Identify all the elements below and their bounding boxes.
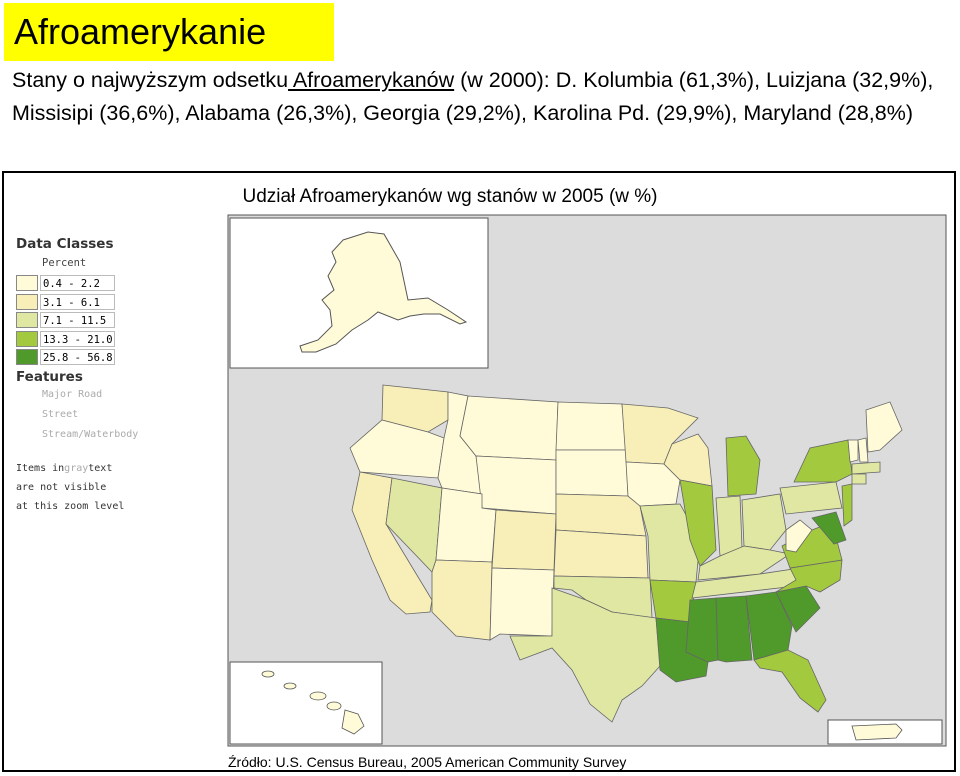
state-vermont [847,439,859,463]
legend-swatch-5 [16,349,38,366]
state-hawaii-big-island [341,709,365,735]
feature-street: Street [42,408,79,420]
subtitle-post: (w 2000): D. Kolumbia (61,3%), Luizjana … [12,68,934,125]
note-gray: gray [64,462,89,474]
state-north-dakota [555,401,627,451]
state-new-jersey [841,483,853,527]
state-georgia [745,591,793,661]
legend-note-line2: are not visible [16,481,107,493]
state-michigan [725,435,761,497]
legend-label-2: 3.1 - 6.1 [40,293,115,310]
state-ohio [741,493,787,551]
hawaii-inset [229,661,383,745]
legend-label-1: 0.4 - 2.2 [40,275,115,292]
state-texas [509,587,661,723]
map-title: Udział Afroamerykanów wg stanów w 2005 (… [242,186,658,207]
state-florida [753,649,827,713]
map-legend: Data Classes Percent 0.4 - 2.2 3.1 - 6.1… [16,236,138,516]
state-hawaii-island-3 [309,691,327,701]
legend-swatch-4 [16,330,38,347]
state-illinois [679,479,717,567]
state-alaska [299,231,468,353]
state-new-mexico [489,567,555,641]
state-west-virginia [785,519,813,553]
legend-class-4: 13.3 - 21.0 [16,330,138,349]
state-south-dakota [555,449,629,497]
slide-title: Afroamerykanie [4,3,334,61]
features-heading: Features [16,368,83,385]
legend-swatch-3 [16,312,38,329]
source-note: Źródło: U.S. Census Bureau, 2005 America… [228,754,627,770]
note-part-b: text [88,462,113,474]
legend-class-2: 3.1 - 6.1 [16,293,138,312]
legend-heading: Data Classes [16,236,114,252]
state-hawaii-island-2 [283,682,297,690]
state-hawaii-island-1 [261,670,275,678]
state-washington [381,384,449,433]
state-kentucky [697,545,792,581]
legend-label-5: 25.8 - 56.8 [40,349,115,366]
state-new-hampshire [857,437,869,463]
state-pennsylvania [779,481,843,515]
state-wyoming [475,455,557,515]
legend-class-1: 0.4 - 2.2 [16,274,138,293]
state-maryland [811,511,847,545]
legend-unit: Percent [42,257,87,269]
legend-note: Items ingraytext [16,459,138,478]
state-montana [459,395,559,461]
legend-swatch-2 [16,293,38,310]
feature-major-road: Major Road [42,388,103,400]
state-nebraska [555,493,647,537]
feature-stream: Stream/Waterbody [42,428,139,440]
state-massachusetts [851,461,881,475]
legend-label-4: 13.3 - 21.0 [40,330,115,347]
puerto-rico [851,723,903,741]
state-alabama [715,595,753,663]
legend-note-line3: at this zoom level [16,500,125,512]
state-arizona [431,559,493,641]
legend-class-5: 25.8 - 56.8 [16,348,138,367]
legend-swatch-1 [16,275,38,292]
subtitle-pre: Stany o najwyższym odsetku [12,68,289,92]
slide-subtitle: Stany o najwyższym odsetku Afroamerykanó… [12,64,952,130]
state-hawaii-island-4 [326,701,342,711]
state-maine [865,401,903,453]
state-mississippi [685,597,719,663]
state-colorado [491,509,557,571]
subtitle-link[interactable]: Afroamerykanów [288,68,455,92]
legend-class-3: 7.1 - 11.5 [16,311,138,330]
note-part-a: Items in [16,462,65,474]
legend-label-3: 7.1 - 11.5 [40,312,115,329]
state-indiana [715,495,743,557]
state-kansas [553,529,649,579]
state-connecticut [851,473,867,485]
